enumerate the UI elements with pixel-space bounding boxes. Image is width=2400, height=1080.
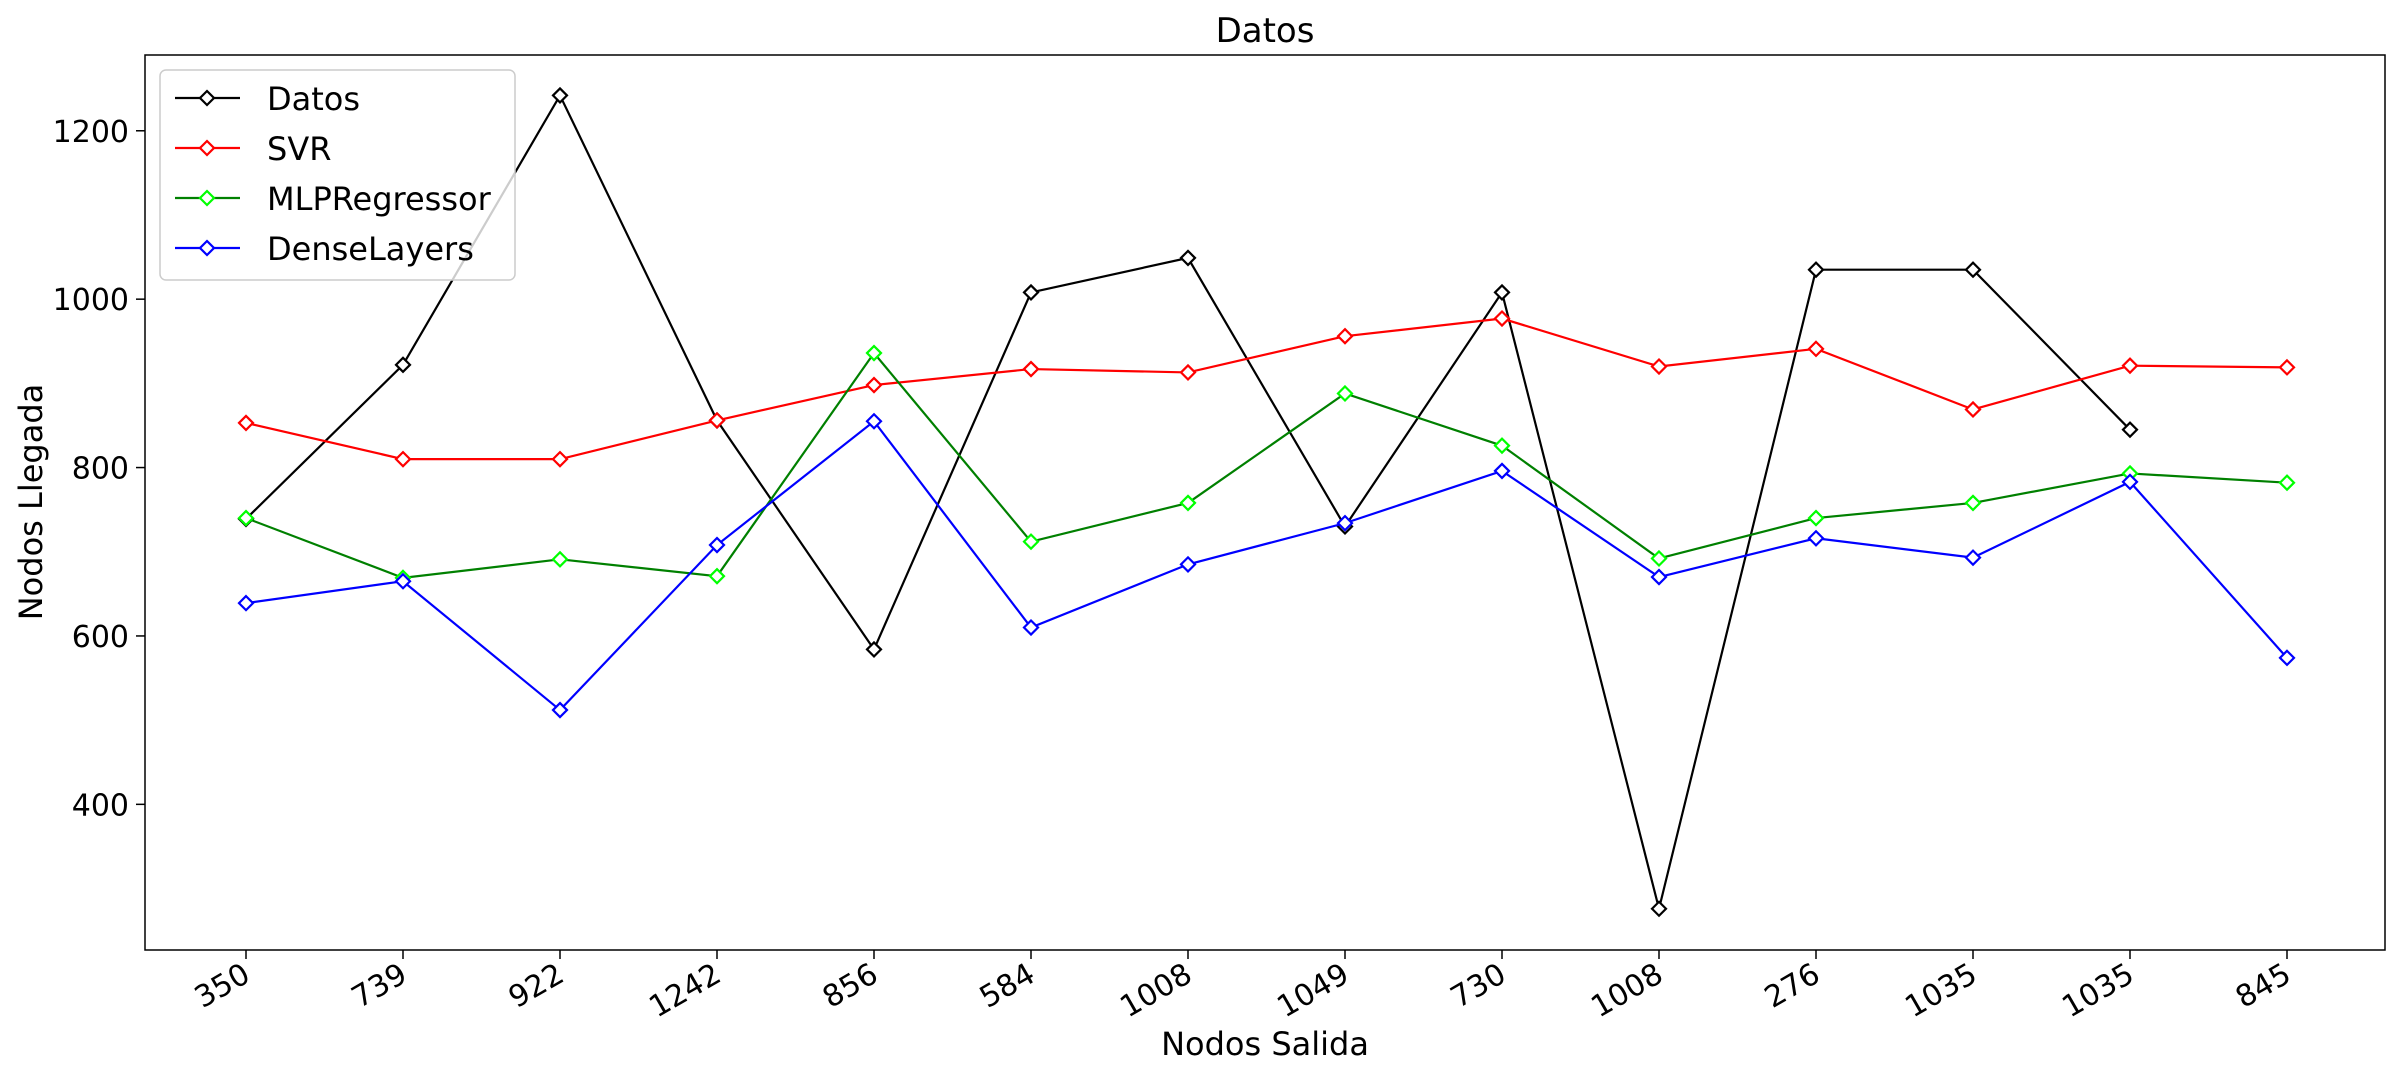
x-tick-label: 739 (346, 957, 413, 1016)
x-tick-label: 276 (1759, 957, 1826, 1016)
data-point (1650, 900, 1668, 918)
data-point (1807, 529, 1825, 547)
x-tick-label: 1035 (1899, 957, 1983, 1025)
series-denselayers (237, 412, 2296, 719)
data-point (551, 450, 569, 468)
y-tick-label: 800 (72, 452, 129, 487)
data-point (708, 567, 726, 585)
legend-marker (198, 139, 216, 157)
legend-label: DenseLayers (267, 230, 474, 268)
data-point (2278, 474, 2296, 492)
data-point (1493, 309, 1511, 328)
x-tick-label: 350 (189, 957, 256, 1016)
data-point (865, 412, 883, 430)
y-axis: 400 600 800 1000 1200 (53, 115, 145, 823)
y-axis-label: Nodos Llegada (12, 384, 50, 621)
series-line (245, 419, 2288, 712)
series-svr (237, 309, 2296, 468)
data-point (1964, 494, 1982, 512)
data-point (1179, 494, 1197, 512)
data-point (551, 550, 569, 568)
legend-marker (198, 89, 216, 107)
series-line (245, 351, 2288, 579)
x-tick-label: 845 (2230, 957, 2297, 1016)
data-point (237, 414, 255, 432)
x-tick-label: 584 (974, 957, 1041, 1016)
y-tick-label: 600 (72, 620, 129, 655)
data-point (1179, 363, 1197, 381)
data-point (1650, 568, 1668, 586)
data-point (237, 509, 255, 527)
x-tick-label: 922 (503, 957, 570, 1016)
data-point (1650, 549, 1668, 568)
legend: Datos SVR MLPRegressor DenseLayers (159, 69, 516, 281)
data-point (2121, 421, 2139, 439)
legend-marker (198, 239, 216, 257)
x-axis: 350 739 922 1242 856 584 1008 1049 730 1008 276 103… (189, 950, 2297, 1025)
data-point (551, 86, 569, 104)
data-point (1807, 340, 1825, 358)
data-point (1022, 360, 1040, 378)
data-point (2121, 473, 2139, 491)
data-point (394, 450, 412, 468)
data-point (1964, 400, 1982, 419)
x-tick-label: 1035 (2056, 957, 2140, 1025)
data-point (1807, 261, 1825, 279)
legend-label: Datos (267, 80, 360, 118)
data-point (1336, 327, 1354, 345)
data-point (394, 356, 412, 374)
legend-box (159, 69, 516, 281)
data-point (1650, 357, 1668, 376)
legend-item: MLPRegressor (175, 180, 492, 218)
x-tick-label: 1049 (1271, 957, 1355, 1025)
y-tick-label: 1000 (53, 283, 129, 318)
legend-item: DenseLayers (175, 230, 474, 268)
series-layer (237, 86, 2296, 918)
data-point (1493, 437, 1511, 455)
data-point (2121, 357, 2139, 375)
legend-item: Datos (175, 80, 360, 118)
plot-area (144, 54, 2386, 951)
data-point (394, 572, 412, 590)
data-point (708, 536, 726, 554)
data-point (1807, 509, 1825, 527)
data-point (1022, 283, 1040, 301)
legend-marker (198, 189, 216, 207)
data-point (1022, 618, 1040, 637)
data-point (551, 701, 569, 719)
data-point (2278, 649, 2296, 667)
data-point (1964, 549, 1982, 567)
legend-item: SVR (175, 130, 331, 168)
x-axis-label: Nodos Salida (1161, 1025, 1369, 1063)
data-point (1493, 462, 1511, 480)
series-line (245, 317, 2288, 461)
x-tick-label: 856 (817, 957, 884, 1016)
x-tick-label: 730 (1445, 957, 1512, 1016)
data-point (708, 411, 726, 429)
series-mlpregressor (237, 344, 2296, 587)
data-point (237, 594, 255, 612)
data-point (1964, 261, 1982, 279)
chart-title: Datos (1216, 11, 1315, 51)
y-tick-label: 400 (72, 788, 129, 823)
data-point (1336, 384, 1354, 403)
x-tick-label: 1008 (1585, 957, 1669, 1025)
y-tick-label: 1200 (53, 115, 129, 150)
data-point (1179, 249, 1197, 267)
x-tick-label: 1008 (1114, 957, 1198, 1025)
data-point (865, 376, 883, 394)
data-point (865, 344, 883, 362)
x-tick-label: 1242 (643, 957, 727, 1025)
data-point (1179, 555, 1197, 573)
data-point (1022, 533, 1040, 551)
data-point (2278, 358, 2296, 376)
data-point (1336, 514, 1354, 532)
legend-label: MLPRegressor (267, 180, 492, 218)
legend-label: SVR (267, 130, 331, 168)
data-point (865, 640, 883, 658)
data-point (1493, 283, 1511, 301)
